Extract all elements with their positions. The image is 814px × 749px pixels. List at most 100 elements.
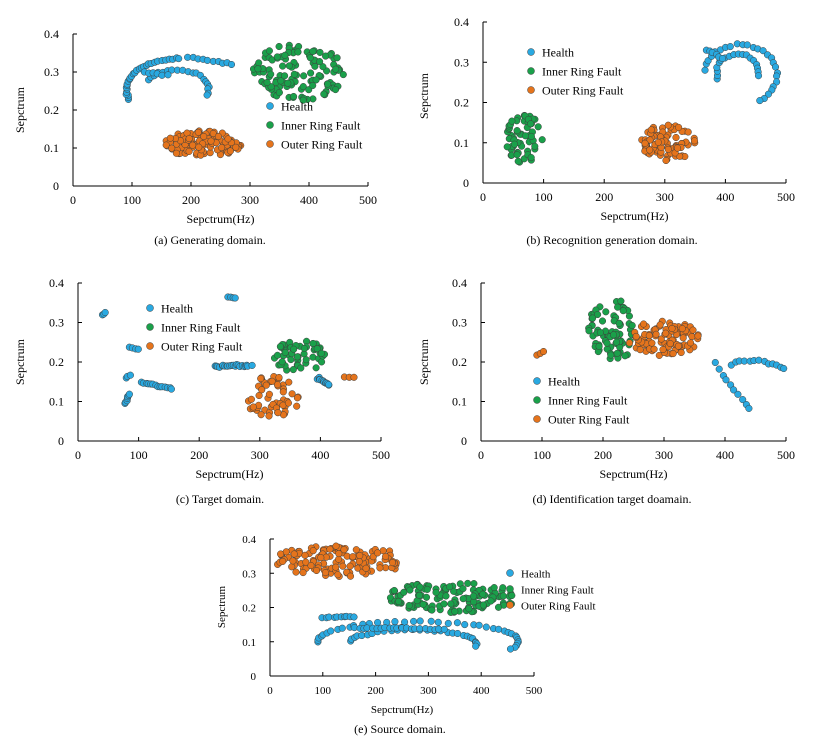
- scatter-point-inner-ring-fault: [531, 142, 539, 150]
- scatter-point-outer-ring-fault: [349, 553, 357, 561]
- legend-label: Health: [281, 100, 313, 114]
- legend: Health Inner Ring Fault Outer Ring Fault: [146, 302, 243, 354]
- y-tick-label: 0.2: [49, 355, 64, 369]
- scatter-point-inner-ring-fault: [479, 590, 487, 598]
- scatter-point-outer-ring-fault: [172, 149, 180, 157]
- scatter-point-inner-ring-fault: [406, 586, 414, 594]
- scatter-points: [274, 542, 522, 653]
- scatter-point-outer-ring-fault: [662, 329, 670, 337]
- scatter-point-outer-ring-fault: [679, 334, 687, 342]
- scatter-point-outer-ring-fault: [277, 550, 285, 558]
- x-tick-label: 300: [656, 190, 674, 204]
- scatter-point-outer-ring-fault: [307, 561, 315, 570]
- scatter-point-inner-ring-fault: [527, 132, 535, 140]
- scatter-point-inner-ring-fault: [442, 592, 450, 600]
- figure-caption: (e) Source domain.: [354, 722, 446, 736]
- scatter-point-inner-ring-fault: [273, 351, 282, 359]
- scatter-point-outer-ring-fault: [232, 143, 240, 151]
- scatter-point-outer-ring-fault: [321, 569, 330, 577]
- scatter-point-outer-ring-fault: [257, 375, 265, 383]
- x-tick-label: 200: [595, 190, 613, 204]
- scatter-point-outer-ring-fault: [247, 395, 255, 403]
- legend-marker: [533, 377, 541, 385]
- legend-label: Outer Ring Fault: [542, 84, 624, 98]
- scatter-point-inner-ring-fault: [499, 592, 507, 600]
- x-tick-label: 300: [251, 448, 269, 462]
- scatter-point-inner-ring-fault: [459, 585, 467, 593]
- scatter-point-inner-ring-fault: [514, 157, 522, 165]
- scatter-point-outer-ring-fault: [332, 542, 340, 550]
- y-tick-label: 0.4: [44, 27, 59, 41]
- x-tick-label: 500: [359, 193, 377, 207]
- scatter-point-health: [764, 90, 772, 98]
- y-tick-label: 0.1: [454, 136, 469, 150]
- scatter-point-outer-ring-fault: [376, 564, 384, 572]
- x-tick-label: 100: [533, 448, 551, 462]
- scatter-point-health: [759, 47, 767, 55]
- legend-label: Health: [548, 375, 580, 389]
- legend-marker: [146, 304, 154, 312]
- scatter-point-inner-ring-fault: [538, 136, 546, 144]
- scatter-point-health: [125, 390, 133, 398]
- scatter-point-inner-ring-fault: [607, 351, 615, 359]
- legend-label: Inner Ring Fault: [548, 394, 628, 408]
- scatter-point-inner-ring-fault: [309, 81, 317, 90]
- y-tick-label: 0.1: [452, 395, 467, 409]
- scatter-point-health: [734, 390, 742, 398]
- scatter-point-outer-ring-fault: [332, 563, 340, 571]
- scatter-point-health: [472, 642, 480, 650]
- x-tick-label: 0: [75, 448, 81, 462]
- scatter-point-health: [167, 385, 175, 393]
- scatter-point-outer-ring-fault: [539, 347, 548, 356]
- scatter-point-outer-ring-fault: [652, 330, 660, 338]
- scatter-point-inner-ring-fault: [422, 593, 431, 601]
- x-tick-label: 100: [535, 190, 553, 204]
- scatter-point-inner-ring-fault: [267, 70, 275, 78]
- x-tick-label: 200: [190, 448, 208, 462]
- x-axis-label: Sepctrum(Hz): [601, 209, 669, 223]
- scatter-point-inner-ring-fault: [395, 597, 403, 605]
- scatter-point-outer-ring-fault: [299, 569, 307, 577]
- legend-label: Outer Ring Fault: [521, 601, 596, 613]
- x-axis-label: Sepctrum(Hz): [187, 212, 255, 226]
- scatter-point-inner-ring-fault: [450, 587, 458, 595]
- scatter-point-inner-ring-fault: [290, 92, 298, 101]
- scatter-point-outer-ring-fault: [672, 133, 680, 142]
- scatter-point-outer-ring-fault: [388, 559, 397, 567]
- y-tick-label: 0.2: [44, 103, 59, 117]
- legend-marker: [533, 396, 541, 404]
- scatter-point-health: [722, 376, 730, 384]
- scatter-point-outer-ring-fault: [668, 324, 676, 333]
- scatter-point-health: [718, 54, 727, 63]
- scatter-point-inner-ring-fault: [281, 51, 289, 59]
- scatter-point-health: [756, 97, 764, 105]
- scatter-point-outer-ring-fault: [689, 326, 697, 334]
- scatter-point-outer-ring-fault: [268, 377, 276, 385]
- scatter-point-health: [726, 43, 734, 51]
- y-tick-label: 0.1: [242, 637, 256, 649]
- scatter-point-outer-ring-fault: [265, 412, 273, 420]
- scatter-point-inner-ring-fault: [602, 308, 610, 316]
- scatter-point-health: [444, 619, 452, 627]
- chart-c: 0 100 200 300 400 500 0 0.1 0.2 0.3 0.4 Sepctrum(Hz…: [13, 276, 390, 506]
- scatter-point-inner-ring-fault: [534, 123, 542, 131]
- y-tick-label: 0.1: [49, 395, 64, 409]
- scatter-point-inner-ring-fault: [447, 600, 455, 608]
- scatter-point-health: [427, 617, 435, 625]
- scatter-point-inner-ring-fault: [390, 586, 398, 595]
- scatter-point-outer-ring-fault: [284, 399, 292, 407]
- y-axis-label: Sepctrum: [13, 338, 27, 385]
- legend-label: Health: [161, 302, 193, 316]
- y-axis-label: Sepctrum: [216, 585, 228, 628]
- scatter-point-inner-ring-fault: [527, 154, 535, 162]
- scatter-point-inner-ring-fault: [614, 303, 622, 311]
- scatter-point-outer-ring-fault: [288, 563, 296, 571]
- scatter-point-outer-ring-fault: [654, 138, 662, 146]
- figure-caption: (d) Identification target doamain.: [532, 492, 691, 506]
- scatter-point-health: [248, 361, 256, 369]
- scatter-point-inner-ring-fault: [465, 605, 473, 613]
- scatter-point-inner-ring-fault: [300, 72, 308, 80]
- x-tick-label: 400: [311, 448, 329, 462]
- scatter-point-inner-ring-fault: [276, 342, 284, 351]
